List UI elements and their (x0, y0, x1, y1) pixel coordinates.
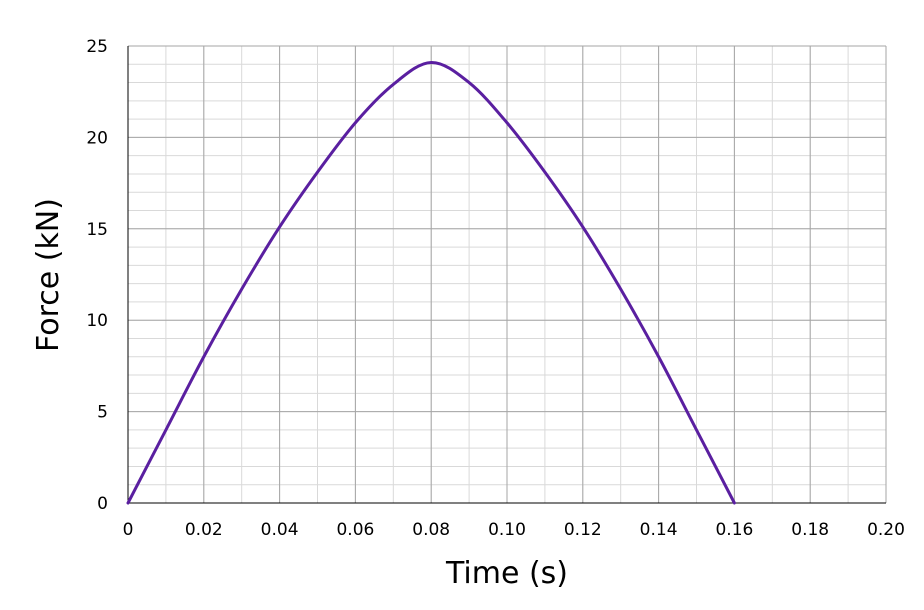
force-curve-line (126, 60, 736, 505)
y-tick-label: 25 (86, 37, 108, 57)
x-tick-label: 0.02 (185, 520, 223, 540)
series-layer (126, 60, 736, 505)
x-tick-label: 0.04 (261, 520, 299, 540)
x-tick-label: 0.14 (640, 520, 678, 540)
x-tick-label: 0.08 (412, 520, 450, 540)
y-tick-label: 15 (86, 220, 108, 240)
x-tick-label: 0.20 (867, 520, 905, 540)
x-tick-label: 0.18 (791, 520, 829, 540)
y-tick-label: 20 (86, 128, 108, 148)
x-tick-label: 0.06 (336, 520, 374, 540)
x-tick-label: 0 (123, 520, 134, 540)
y-tick-labels: 0 5 10 15 20 25 (86, 37, 108, 514)
x-tick-label: 0.16 (715, 520, 753, 540)
y-tick-label: 5 (97, 403, 108, 423)
x-axis-title: Time (s) (445, 556, 568, 591)
x-tick-labels: 0 0.02 0.04 0.06 0.08 0.10 0.12 0.14 0.16 0.18 0.2… (123, 520, 905, 540)
y-axis-title: Force (kN) (31, 198, 66, 352)
x-tick-label: 0.12 (564, 520, 602, 540)
x-tick-label: 0.10 (488, 520, 526, 540)
y-tick-label: 0 (97, 494, 108, 514)
axes (127, 46, 886, 504)
y-tick-label: 10 (86, 311, 108, 331)
major-grid (128, 45, 887, 503)
